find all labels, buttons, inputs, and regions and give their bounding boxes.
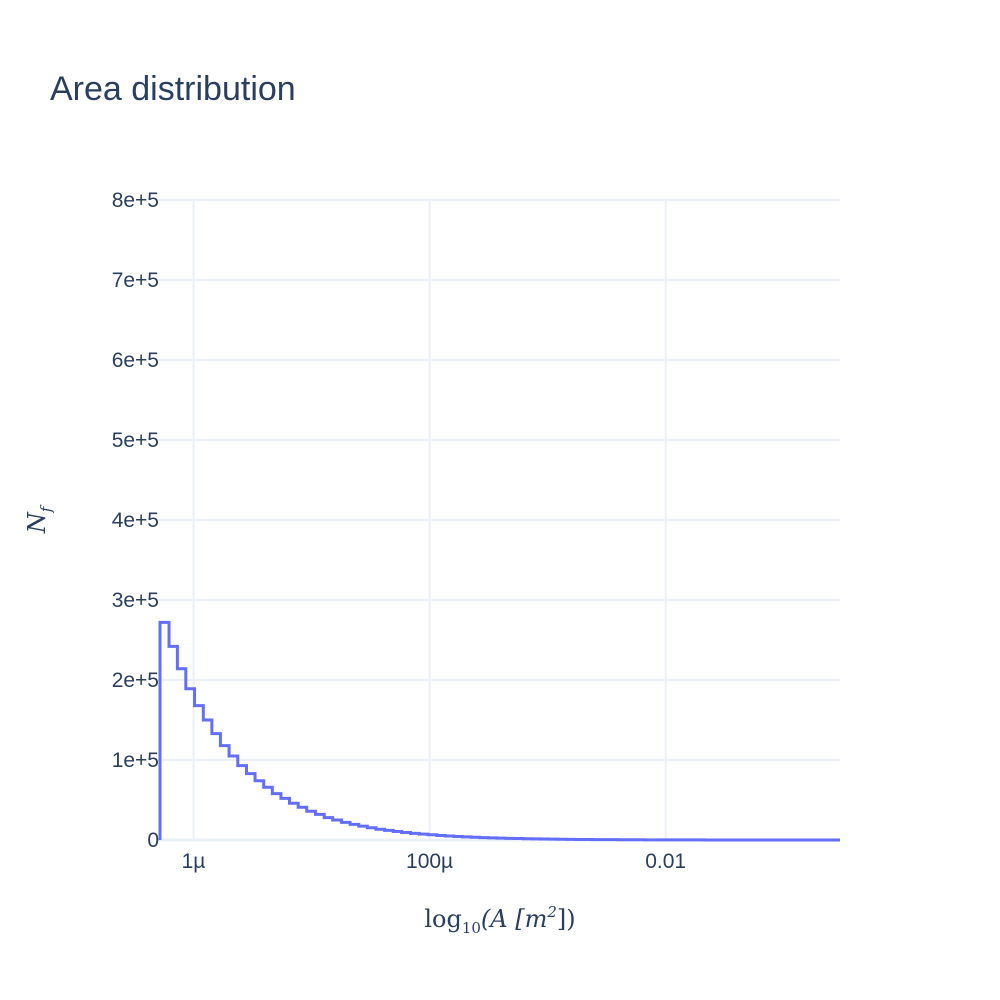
histogram-bin [419, 834, 428, 840]
x-tick-label: 0.01 [645, 850, 686, 873]
histogram-step-line [158, 620, 840, 842]
histogram-bin [212, 734, 221, 840]
histogram-bin [333, 820, 342, 840]
histogram-bin [488, 838, 497, 840]
histogram-bin [160, 622, 169, 840]
histogram-bin [255, 781, 264, 840]
histogram-bin [531, 839, 540, 840]
y-tick-label: 1e+5 [112, 749, 159, 772]
histogram-bin [575, 839, 584, 840]
histogram-bin [203, 720, 212, 840]
histogram-bin [558, 839, 567, 840]
histogram-bin [480, 838, 489, 840]
x-tick-label: 100µ [406, 850, 453, 873]
histogram-bin [540, 839, 549, 840]
y-tick-label: 7e+5 [112, 269, 159, 292]
histogram-bin [246, 774, 255, 840]
x-tick-label: 1µ [182, 850, 206, 873]
histogram-bin [376, 829, 385, 840]
histogram-bin [428, 835, 437, 840]
histogram-bin [402, 832, 411, 840]
y-axis-label: Nf [23, 504, 55, 534]
y-tick-label: 5e+5 [112, 429, 159, 452]
histogram-bin [471, 837, 480, 840]
histogram-bin [359, 826, 368, 840]
histogram-bin [307, 811, 316, 840]
histogram-bin [454, 836, 462, 840]
histogram-bin [324, 818, 332, 840]
histogram-bin [350, 824, 359, 840]
histogram-bin [316, 814, 325, 840]
histogram-bin [393, 832, 401, 840]
histogram-bin [186, 689, 195, 840]
y-tick-label: 3e+5 [112, 589, 159, 612]
y-tick-label: 2e+5 [112, 669, 159, 692]
histogram-bin [411, 833, 420, 840]
histogram-bin [445, 836, 454, 840]
tick-layer: 0 1e+5 2e+5 3e+5 4e+5 5e+5 6e+5 7e+5 8e+5 1µ 100µ 0… [112, 189, 686, 873]
histogram-bin [238, 766, 247, 840]
histogram-bin [385, 830, 394, 840]
y-tick-label: 6e+5 [112, 349, 159, 372]
histogram-bin [437, 835, 446, 840]
histogram-bin [220, 746, 229, 840]
chart-title: Area distribution [50, 70, 296, 108]
histogram-bin [169, 646, 177, 840]
histogram-bin [281, 798, 290, 840]
grid-layer [158, 199, 840, 842]
histogram-bin [272, 794, 281, 840]
histogram-bin [298, 807, 307, 840]
histogram-bin [195, 706, 204, 840]
histogram-bin [177, 669, 185, 840]
y-tick-label: 4e+5 [112, 509, 159, 532]
histogram-bin [549, 839, 558, 840]
y-tick-label: 8e+5 [112, 189, 159, 212]
y-tick-label: 0 [147, 829, 159, 852]
histogram-bin [264, 787, 273, 840]
histogram-bin [229, 756, 238, 840]
histogram-bin [566, 839, 575, 840]
histogram-bin [523, 839, 531, 840]
histogram-bin [367, 828, 376, 840]
histogram-bin [514, 839, 523, 840]
histogram-bin [341, 822, 350, 840]
x-axis-label: log10(A [m2]) [424, 903, 575, 937]
histogram-bin [289, 803, 298, 840]
histogram-bin [497, 838, 506, 840]
histogram-bin [462, 837, 471, 840]
series-layer [158, 620, 840, 842]
histogram-bin [506, 838, 514, 840]
y-axis-label-group: Nf [23, 504, 55, 534]
